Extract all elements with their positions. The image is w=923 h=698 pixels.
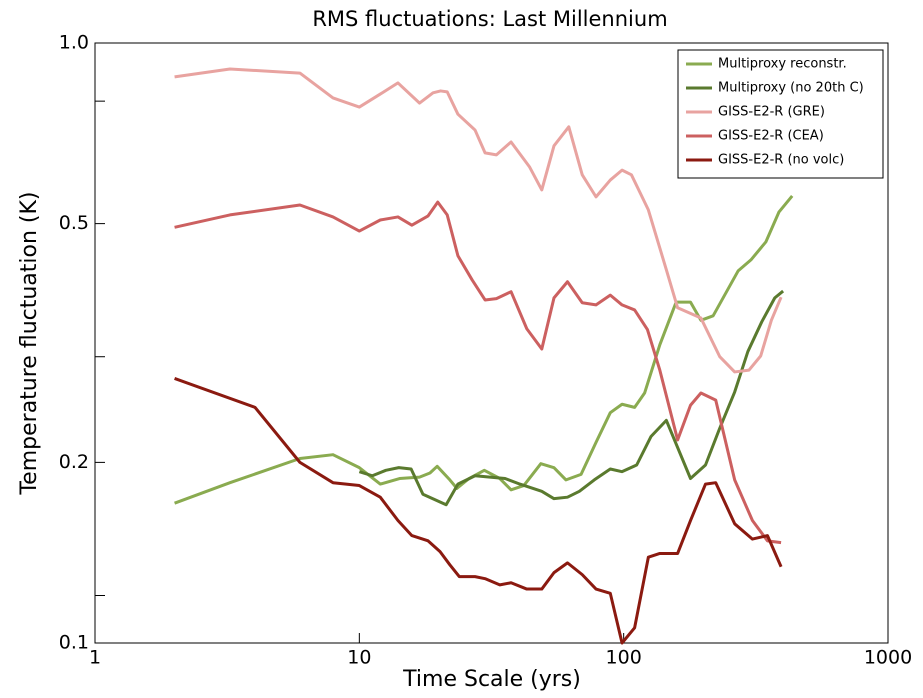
y-tick-label: 0.5 bbox=[59, 212, 89, 234]
legend-label: Multiproxy reconstr. bbox=[718, 57, 847, 72]
legend-box bbox=[677, 49, 884, 179]
legend-label: GISS-E2-R (no volc) bbox=[718, 153, 844, 168]
series-line bbox=[358, 289, 785, 507]
legend-label: GISS-E2-R (CEA) bbox=[718, 129, 824, 144]
series-line bbox=[174, 195, 794, 505]
series-line bbox=[174, 67, 783, 374]
y-tick-label: 0.2 bbox=[59, 451, 89, 473]
x-tick-label: 1000 bbox=[864, 647, 912, 669]
x-tick-label: 10 bbox=[347, 647, 371, 669]
plot-frame bbox=[94, 42, 889, 644]
y-axis-label: Temperature fluctuation (K) bbox=[17, 191, 42, 495]
chart-title: RMS fluctuations: Last Millennium bbox=[312, 7, 667, 31]
x-tick-label: 1 bbox=[89, 647, 101, 669]
series-line bbox=[174, 200, 782, 545]
legend-label: Multiproxy (no 20th C) bbox=[718, 81, 864, 96]
plot-area: 1.0 0.5 0.2 0.11 10 100 1000 bbox=[59, 32, 912, 669]
y-tick-label: 1.0 bbox=[59, 32, 89, 54]
legend: Multiproxy reconstr. Multiproxy (no 20th … bbox=[677, 49, 884, 179]
y-tick-label: 0.1 bbox=[59, 632, 89, 654]
x-axis-label: Time Scale (yrs) bbox=[402, 667, 581, 692]
x-tick-label: 100 bbox=[606, 647, 642, 669]
series-line bbox=[174, 377, 783, 645]
legend-label: GISS-E2-R (GRE) bbox=[718, 105, 825, 120]
